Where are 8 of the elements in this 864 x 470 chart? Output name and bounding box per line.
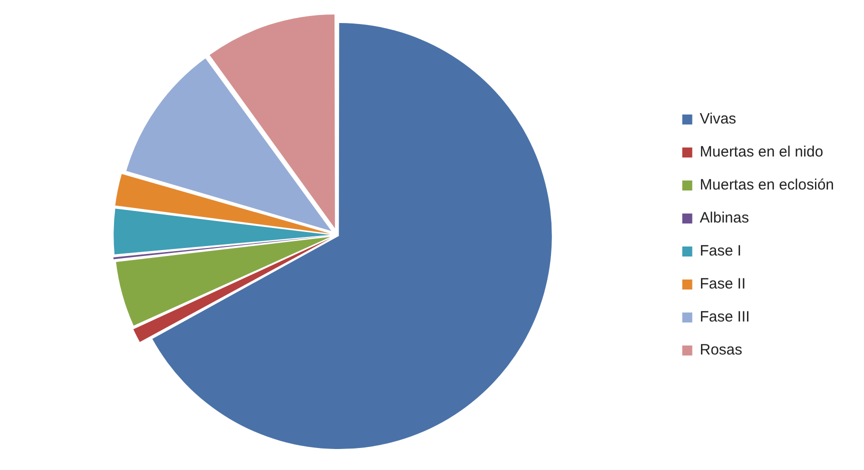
- legend-label: Fase III: [700, 308, 750, 326]
- legend-label: Rosas: [700, 342, 742, 359]
- legend-label: Fase II: [700, 276, 746, 293]
- legend-label: Fase I: [700, 242, 742, 260]
- legend-label: Muertas en el nido: [700, 144, 824, 161]
- legend-label: Vivas: [700, 110, 736, 128]
- legend-label: Muertas en eclosión: [700, 176, 834, 194]
- legend-label: Albinas: [700, 210, 749, 227]
